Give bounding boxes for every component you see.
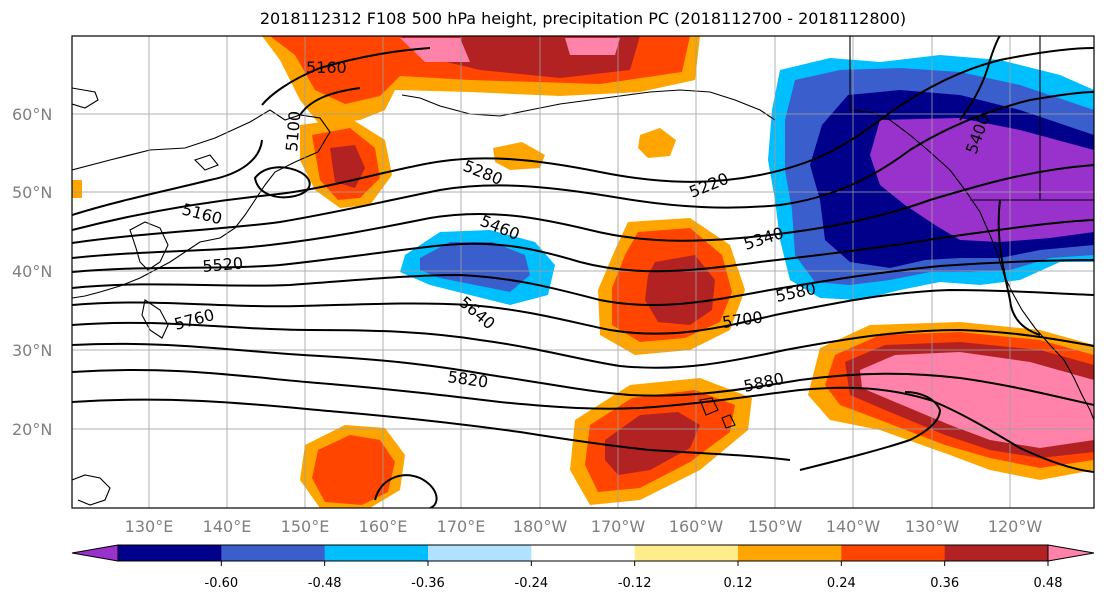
gridlines [72, 36, 1094, 508]
colorbar-outline [117, 544, 1049, 562]
coastlines [72, 36, 1094, 506]
colorbar-tick-label: -0.12 [618, 576, 652, 591]
colorbar-segment [841, 545, 946, 561]
lon-label: 150°E [281, 517, 330, 536]
lat-label: 20°N [12, 420, 52, 439]
lat-label: 50°N [12, 183, 52, 202]
colorbar-segments [117, 544, 1049, 562]
lon-label: 170°E [437, 517, 486, 536]
colorbar-segment [634, 545, 739, 561]
lon-label: 140°E [203, 517, 252, 536]
colorbar-segment [324, 545, 429, 561]
colorbar-segment [221, 545, 326, 561]
colorbar-segment [118, 545, 222, 561]
colorbar-tick-label: 0.24 [827, 576, 856, 591]
colorbar-tick-label: 0.12 [724, 576, 753, 591]
colorbar-tick-label: -0.48 [308, 576, 342, 591]
lon-label: 120°W [988, 517, 1043, 536]
map-frame [71, 35, 1095, 509]
lon-label: 180°W [513, 517, 568, 536]
colorbar-segment [738, 545, 842, 561]
lon-label: 170°W [591, 517, 646, 536]
colorbar-segment [428, 545, 532, 561]
colorbar-right-extend [1047, 544, 1095, 562]
contour-label: 5160 [306, 58, 347, 77]
lon-label: 130°E [125, 517, 174, 536]
colorbar: -0.60 -0.48 -0.36 -0.24 -0.12 0.12 0.24 0.36 0.4… [71, 544, 1095, 591]
lon-label: 160°W [669, 517, 724, 536]
lon-label: 150°W [748, 517, 803, 536]
lat-label: 40°N [12, 262, 52, 281]
map-title: 2018112312 F108 500 hPa height, precipit… [259, 9, 907, 28]
colorbar-segment [944, 545, 1049, 561]
lat-label: 60°N [12, 105, 52, 124]
lat-label: 30°N [12, 341, 52, 360]
colorbar-tick-label: -0.24 [515, 576, 549, 591]
colorbar-left-extend [71, 544, 119, 562]
colorbar-tick-label: 0.36 [930, 576, 959, 591]
lon-tick-labels: 130°E 140°E 150°E 160°E 170°E 180°W 170°… [125, 517, 1043, 536]
colorbar-ticks: -0.60 -0.48 -0.36 -0.24 -0.12 0.12 0.24 0.36 0.4… [205, 561, 1063, 591]
colorbar-tick-label: -0.60 [205, 576, 239, 591]
contour-label: 5100 [282, 110, 304, 152]
colorbar-tick-label: -0.36 [411, 576, 445, 591]
colorbar-tick-label: 0.48 [1034, 576, 1063, 591]
lon-label: 160°E [359, 517, 408, 536]
lat-tick-labels: 60°N 50°N 40°N 30°N 20°N [12, 105, 52, 439]
contour-label: 5520 [202, 254, 244, 276]
height-contours [72, 36, 1094, 508]
lon-label: 130°W [905, 517, 960, 536]
colorbar-segment [531, 545, 636, 561]
map-plot-area: 5160 5100 5280 5220 5160 5460 5340 5520 … [72, 36, 1094, 508]
lon-label: 140°W [826, 517, 881, 536]
